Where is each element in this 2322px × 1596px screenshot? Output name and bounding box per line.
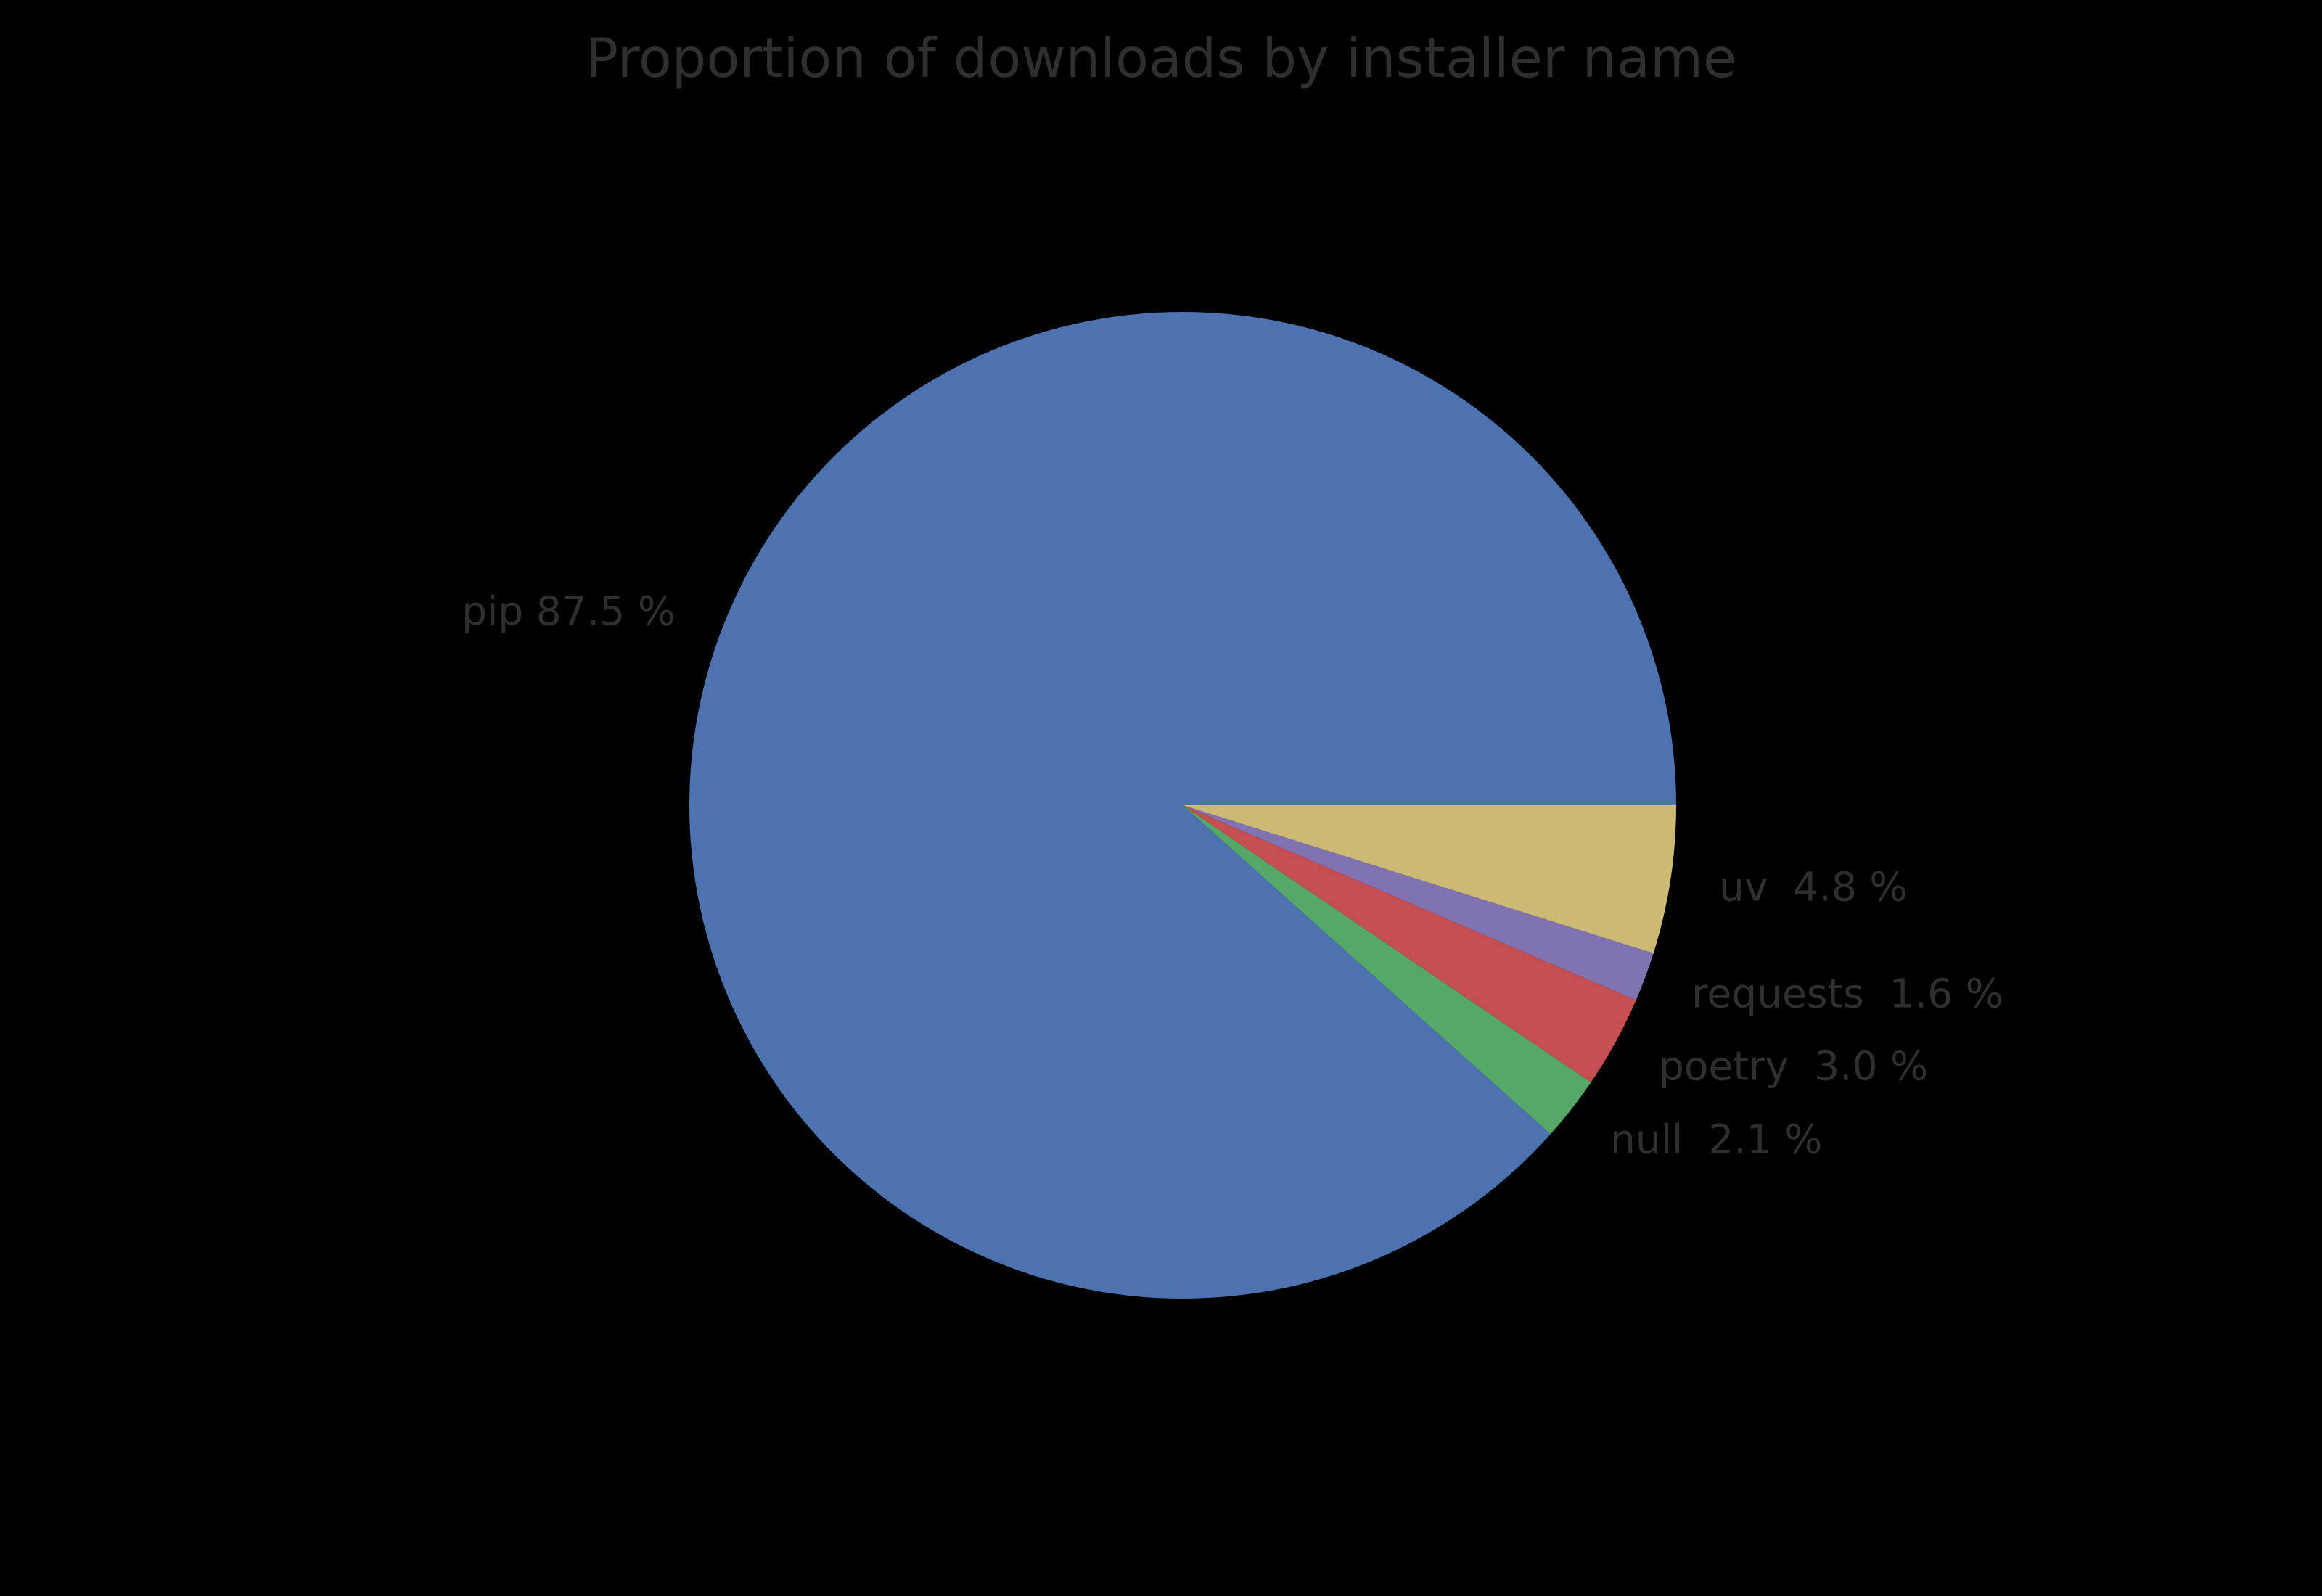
- pie-slice-null: [1183, 805, 1591, 1135]
- slice-label-pip: pip 87.5 %: [461, 588, 676, 635]
- slice-label-uv: uv 4.8 %: [1719, 863, 1908, 910]
- slice-label-requests: requests 1.6 %: [1691, 970, 2003, 1017]
- slice-label-poetry: poetry 3.0 %: [1659, 1042, 1929, 1090]
- pie-slice-poetry: [1183, 805, 1636, 1083]
- pie-slice-uv: [1183, 805, 1676, 953]
- chart-title: Proportion of downloads by installer nam…: [585, 26, 1737, 90]
- pie-slice-requests: [1183, 805, 1654, 1000]
- pie-slice-pip: [689, 311, 1677, 1299]
- slice-label-null: null 2.1 %: [1610, 1116, 1823, 1163]
